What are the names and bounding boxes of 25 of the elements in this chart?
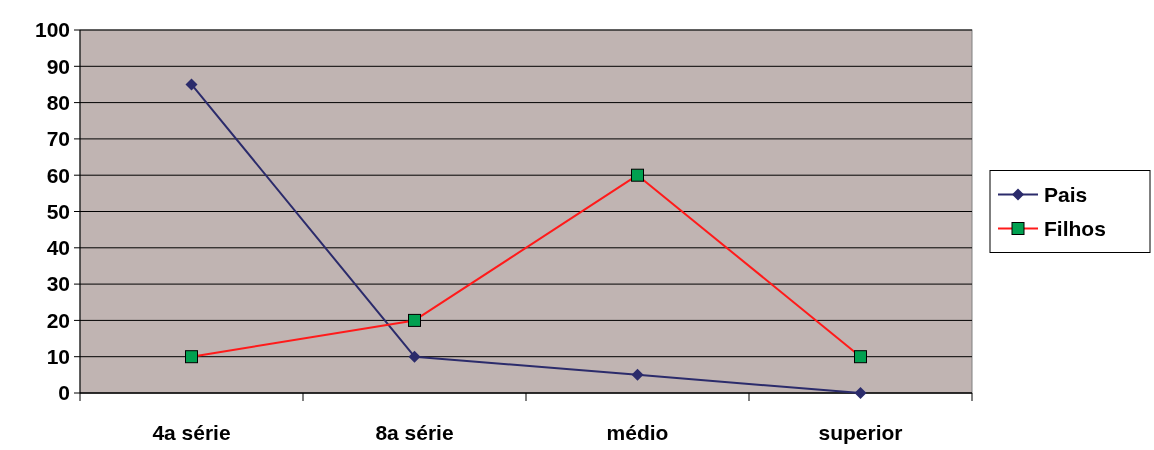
y-tick-label: 50	[46, 199, 70, 223]
point	[408, 350, 421, 363]
y-tick-label: 20	[46, 308, 70, 332]
point	[631, 368, 644, 381]
y-tick-label: 100	[34, 18, 70, 42]
x-tick-label: 4a série	[152, 421, 231, 444]
y-tick-label: 0	[58, 381, 70, 405]
y-tick-label: 90	[46, 54, 70, 78]
y-tick-label: 30	[46, 272, 70, 296]
y-tick-label: 40	[46, 236, 70, 260]
point	[408, 313, 421, 327]
point	[185, 78, 198, 91]
y-tick-label: 60	[46, 163, 70, 187]
legend-label: Filhos	[1044, 216, 1106, 240]
legend-label: Pais	[1044, 182, 1088, 206]
x-tick-label: superior	[818, 421, 903, 444]
point	[631, 168, 644, 182]
y-tick-label: 70	[46, 127, 70, 151]
x-tick-label: médio	[606, 421, 669, 444]
y-tick-label: 80	[46, 90, 70, 114]
x-tick-label: 8a série	[375, 421, 454, 444]
point	[185, 350, 198, 364]
y-tick-label: 10	[46, 345, 70, 369]
point	[854, 350, 867, 364]
point	[854, 387, 867, 399]
